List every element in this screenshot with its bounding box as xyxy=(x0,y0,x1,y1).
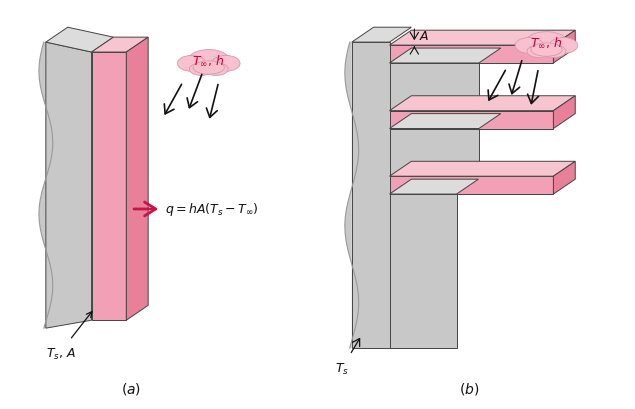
Text: $T_{\infty},\, h$: $T_{\infty},\, h$ xyxy=(530,36,563,50)
Polygon shape xyxy=(553,162,575,195)
Polygon shape xyxy=(91,53,126,320)
Polygon shape xyxy=(389,180,478,195)
Ellipse shape xyxy=(211,56,240,72)
Polygon shape xyxy=(352,43,389,348)
Polygon shape xyxy=(389,49,501,64)
Polygon shape xyxy=(389,97,575,111)
Polygon shape xyxy=(46,43,91,328)
Polygon shape xyxy=(126,38,148,320)
Text: $(a)$: $(a)$ xyxy=(121,380,142,396)
Ellipse shape xyxy=(188,50,229,71)
Text: $T_s,\, A$: $T_s,\, A$ xyxy=(46,346,77,361)
Ellipse shape xyxy=(549,38,578,54)
Polygon shape xyxy=(352,28,411,43)
Polygon shape xyxy=(345,43,359,348)
Polygon shape xyxy=(553,97,575,129)
Ellipse shape xyxy=(177,56,206,72)
Ellipse shape xyxy=(193,62,224,75)
Polygon shape xyxy=(389,129,479,177)
Ellipse shape xyxy=(542,46,566,58)
Text: $q = hA(T_s - T_{\infty})$: $q = hA(T_s - T_{\infty})$ xyxy=(165,201,258,218)
Polygon shape xyxy=(389,111,553,129)
Ellipse shape xyxy=(515,38,544,54)
Text: $T_{\infty},\, h$: $T_{\infty},\, h$ xyxy=(192,54,225,68)
Polygon shape xyxy=(389,177,553,195)
Ellipse shape xyxy=(204,64,228,76)
Polygon shape xyxy=(389,31,575,46)
Polygon shape xyxy=(389,115,501,129)
Text: $T_s$: $T_s$ xyxy=(335,361,349,376)
Ellipse shape xyxy=(189,64,213,76)
Ellipse shape xyxy=(531,44,562,57)
Polygon shape xyxy=(46,28,114,53)
Text: $A$: $A$ xyxy=(419,29,430,43)
Ellipse shape xyxy=(527,46,551,58)
Polygon shape xyxy=(553,31,575,64)
Polygon shape xyxy=(389,195,457,348)
Text: $(b)$: $(b)$ xyxy=(458,380,479,396)
Ellipse shape xyxy=(526,33,567,54)
Polygon shape xyxy=(389,46,553,64)
Polygon shape xyxy=(389,162,575,177)
Polygon shape xyxy=(389,64,479,111)
Polygon shape xyxy=(39,43,53,328)
Polygon shape xyxy=(91,38,148,53)
